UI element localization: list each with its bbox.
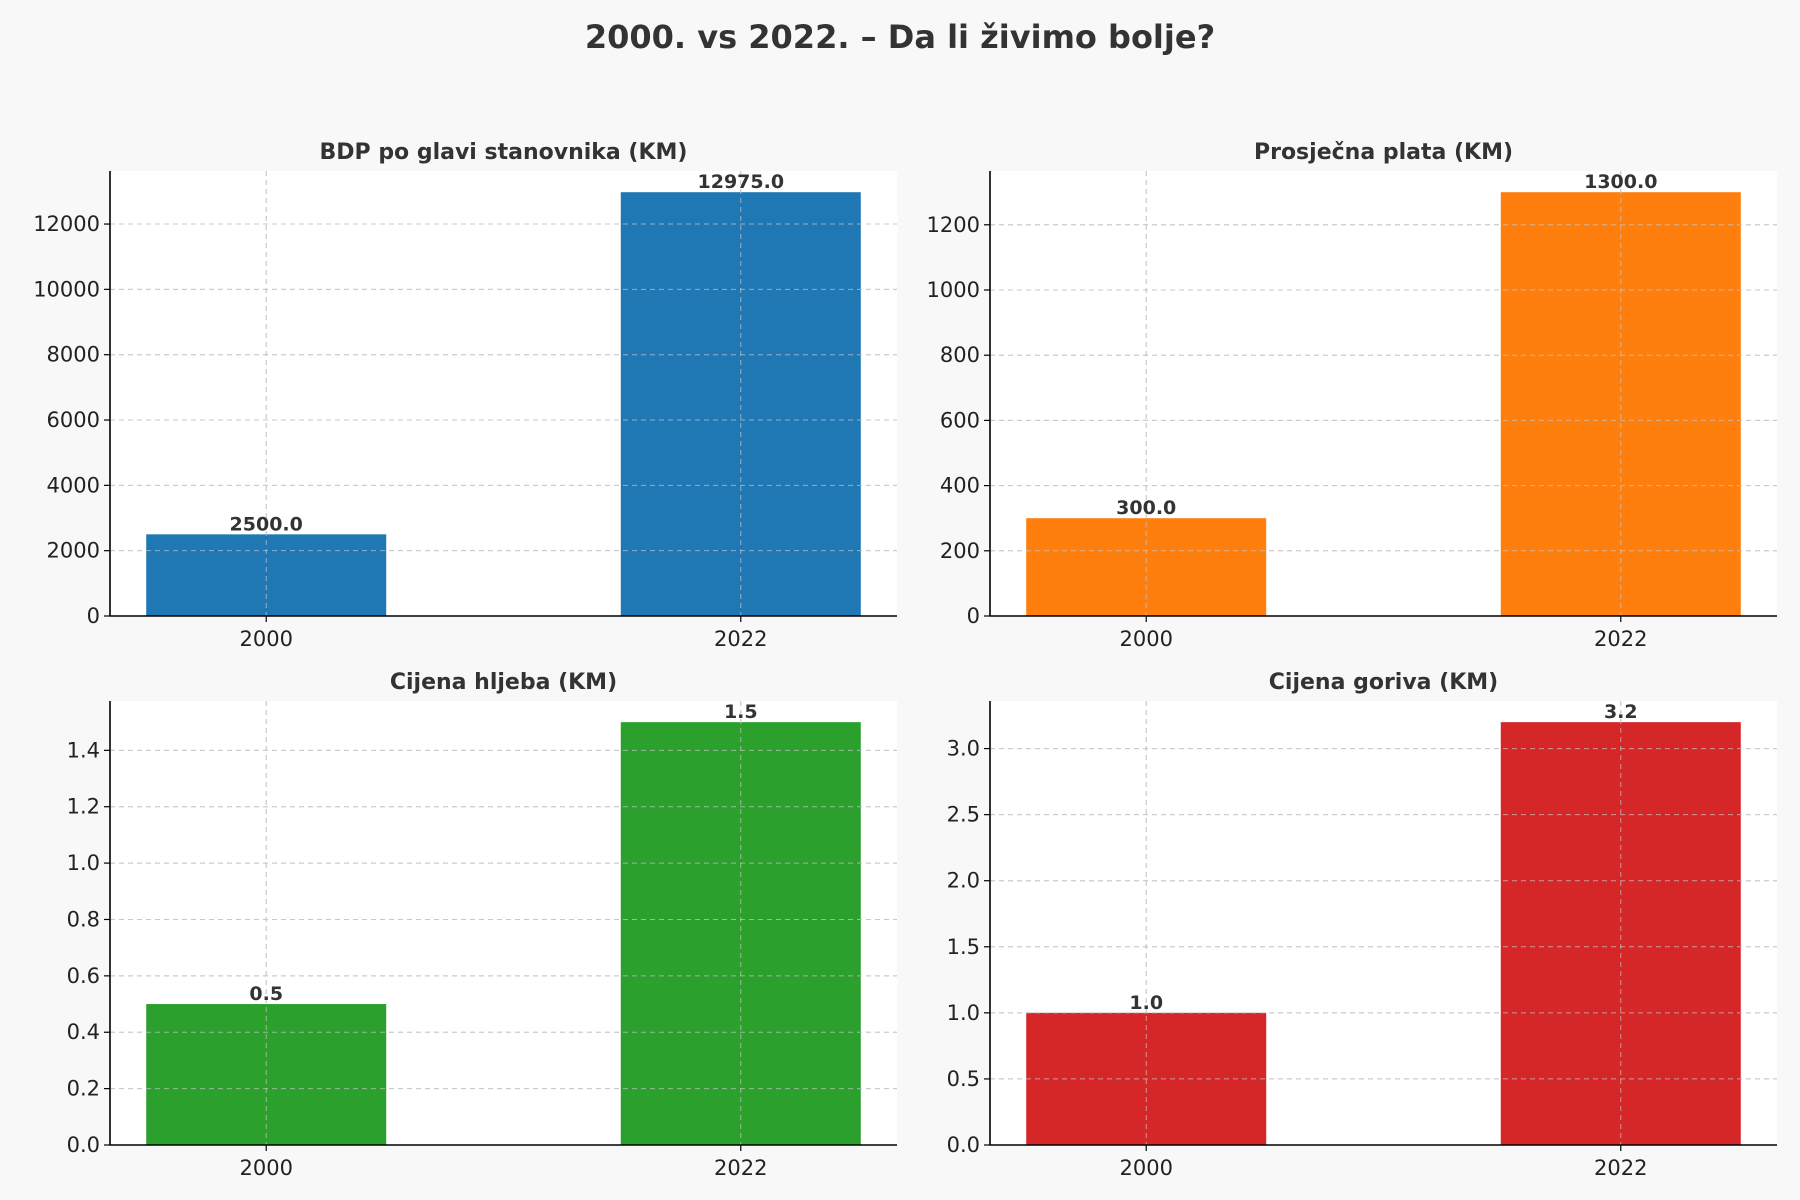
y-tick-label: 400 bbox=[940, 474, 980, 498]
y-tick-label: 0 bbox=[967, 604, 980, 628]
x-tick-label: 2022 bbox=[1594, 627, 1647, 651]
y-tick-label: 1.5 bbox=[947, 935, 980, 959]
y-tick-label: 6000 bbox=[47, 408, 100, 432]
y-tick-label: 2000 bbox=[47, 539, 100, 563]
x-tick-label: 2022 bbox=[1594, 1156, 1647, 1180]
chart-panel-4: 1.0 3.2 0.0 0.5 1.0 1.5 2.0 2.5 3.0 2000 2022 Cijen… bbox=[947, 670, 1777, 1180]
bar-value-label: 1.5 bbox=[724, 701, 758, 723]
x-tick-label: 2000 bbox=[1119, 1156, 1172, 1180]
y-tick-label: 1.0 bbox=[947, 1001, 980, 1025]
chart-panel-3: 0.5 1.5 0.0 0.2 0.4 0.6 0.8 1.0 1.2 1.4 2000 2022 Ci… bbox=[67, 670, 897, 1180]
y-tick-label: 0.4 bbox=[67, 1020, 100, 1044]
bar-value-label: 300.0 bbox=[1116, 497, 1176, 519]
y-tick-label: 10000 bbox=[33, 277, 100, 301]
y-tick-label: 600 bbox=[940, 408, 980, 432]
chart-panel-2: 300.0 1300.0 0 200 400 600 800 1000 1200 2000 2022… bbox=[927, 140, 1777, 651]
y-tick-label: 0.5 bbox=[947, 1067, 980, 1091]
bar-value-label: 1.0 bbox=[1129, 992, 1163, 1014]
y-tick-label: 1.0 bbox=[67, 851, 100, 875]
y-tick-label: 2.0 bbox=[947, 869, 980, 893]
x-tick-label: 2022 bbox=[714, 1156, 767, 1180]
x-tick-label: 2022 bbox=[714, 627, 767, 651]
y-tick-label: 0.6 bbox=[67, 964, 100, 988]
chart-panel-1: 2500.0 12975.0 0 2000 4000 6000 8000 10000 12000… bbox=[33, 140, 897, 651]
y-tick-label: 1.2 bbox=[67, 795, 100, 819]
x-tick-label: 2000 bbox=[239, 1156, 292, 1180]
y-tick-label: 0 bbox=[87, 604, 100, 628]
y-tick-label: 3.0 bbox=[947, 737, 980, 761]
y-tick-label: 0.2 bbox=[67, 1077, 100, 1101]
y-tick-label: 1200 bbox=[927, 213, 980, 237]
y-tick-label: 8000 bbox=[47, 343, 100, 367]
bar-value-label: 2500.0 bbox=[230, 513, 303, 535]
chart-title: Cijena goriva (KM) bbox=[1269, 670, 1498, 695]
y-tick-label: 200 bbox=[940, 539, 980, 563]
chart-title: BDP po glavi stanovnika (KM) bbox=[320, 140, 688, 165]
y-tick-label: 4000 bbox=[47, 473, 100, 497]
bar-value-label: 0.5 bbox=[249, 983, 283, 1005]
chart-title: Cijena hljeba (KM) bbox=[390, 670, 617, 695]
y-tick-label: 2.5 bbox=[947, 803, 980, 827]
bar-2000 bbox=[146, 534, 387, 616]
x-tick-label: 2000 bbox=[1119, 627, 1172, 651]
bar-value-label: 12975.0 bbox=[698, 171, 785, 193]
y-tick-label: 1000 bbox=[927, 278, 980, 302]
y-tick-label: 1.4 bbox=[67, 738, 100, 762]
chart-title: Prosječna plata (KM) bbox=[1254, 140, 1513, 165]
x-tick-label: 2000 bbox=[239, 627, 292, 651]
bar-value-label: 1300.0 bbox=[1584, 171, 1657, 193]
y-tick-label: 0.0 bbox=[947, 1133, 980, 1157]
y-tick-label: 0.8 bbox=[67, 907, 100, 931]
y-tick-label: 12000 bbox=[33, 212, 100, 236]
y-tick-label: 800 bbox=[940, 343, 980, 367]
figure-title: 2000. vs 2022. – Da li živimo bolje? bbox=[584, 18, 1216, 56]
bar-value-label: 3.2 bbox=[1604, 701, 1638, 723]
y-tick-label: 0.0 bbox=[67, 1133, 100, 1157]
